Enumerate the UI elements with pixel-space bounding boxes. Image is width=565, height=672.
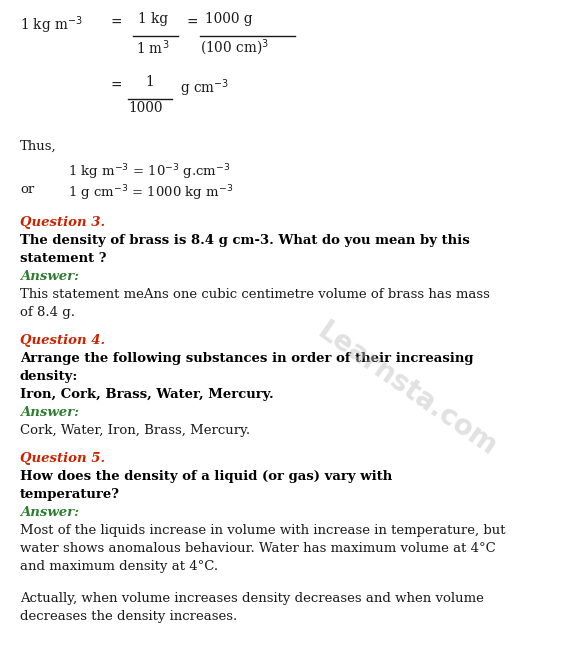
Text: temperature?: temperature? <box>20 488 120 501</box>
Text: Arrange the following substances in order of their increasing: Arrange the following substances in orde… <box>20 352 473 365</box>
Text: Question 3.: Question 3. <box>20 216 105 229</box>
Text: How does the density of a liquid (or gas) vary with: How does the density of a liquid (or gas… <box>20 470 392 483</box>
Text: Answer:: Answer: <box>20 270 79 283</box>
Text: Actually, when volume increases density decreases and when volume: Actually, when volume increases density … <box>20 592 484 605</box>
Text: 1000: 1000 <box>128 101 163 115</box>
Text: Answer:: Answer: <box>20 506 79 519</box>
Text: density:: density: <box>20 370 79 383</box>
Text: water shows anomalous behaviour. Water has maximum volume at 4°C: water shows anomalous behaviour. Water h… <box>20 542 496 555</box>
Text: or: or <box>20 183 34 196</box>
Text: 1 g cm$^{-3}$ = 1000 kg m$^{-3}$: 1 g cm$^{-3}$ = 1000 kg m$^{-3}$ <box>68 183 233 202</box>
Text: $=$: $=$ <box>184 14 199 28</box>
Text: Thus,: Thus, <box>20 140 56 153</box>
Text: (100 cm)$^{3}$: (100 cm)$^{3}$ <box>200 38 269 58</box>
Text: Cork, Water, Iron, Brass, Mercury.: Cork, Water, Iron, Brass, Mercury. <box>20 424 250 437</box>
Text: 1 m$^{3}$: 1 m$^{3}$ <box>136 38 170 56</box>
Text: 1000 g: 1000 g <box>205 12 253 26</box>
Text: 1 kg m$^{-3}$ = 10$^{-3}$ g.cm$^{-3}$: 1 kg m$^{-3}$ = 10$^{-3}$ g.cm$^{-3}$ <box>68 162 231 181</box>
Text: Learnsta.com: Learnsta.com <box>312 317 502 462</box>
Text: Iron, Cork, Brass, Water, Mercury.: Iron, Cork, Brass, Water, Mercury. <box>20 388 274 401</box>
Text: 1 kg m$^{-3}$: 1 kg m$^{-3}$ <box>20 14 82 36</box>
Text: decreases the density increases.: decreases the density increases. <box>20 610 237 623</box>
Text: of 8.4 g.: of 8.4 g. <box>20 306 75 319</box>
Text: statement ?: statement ? <box>20 252 106 265</box>
Text: Most of the liquids increase in volume with increase in temperature, but: Most of the liquids increase in volume w… <box>20 524 506 537</box>
Text: Question 5.: Question 5. <box>20 452 105 465</box>
Text: Question 4.: Question 4. <box>20 334 105 347</box>
Text: This statement meAns one cubic centimetre volume of brass has mass: This statement meAns one cubic centimetr… <box>20 288 490 301</box>
Text: $=$: $=$ <box>108 14 123 28</box>
Text: 1: 1 <box>146 75 154 89</box>
Text: Answer:: Answer: <box>20 406 79 419</box>
Text: 1 kg: 1 kg <box>138 12 168 26</box>
Text: $=$: $=$ <box>108 77 123 91</box>
Text: The density of brass is 8.4 g cm-3. What do you mean by this: The density of brass is 8.4 g cm-3. What… <box>20 234 470 247</box>
Text: and maximum density at 4°C.: and maximum density at 4°C. <box>20 560 218 573</box>
Text: g cm$^{-3}$: g cm$^{-3}$ <box>180 77 229 99</box>
